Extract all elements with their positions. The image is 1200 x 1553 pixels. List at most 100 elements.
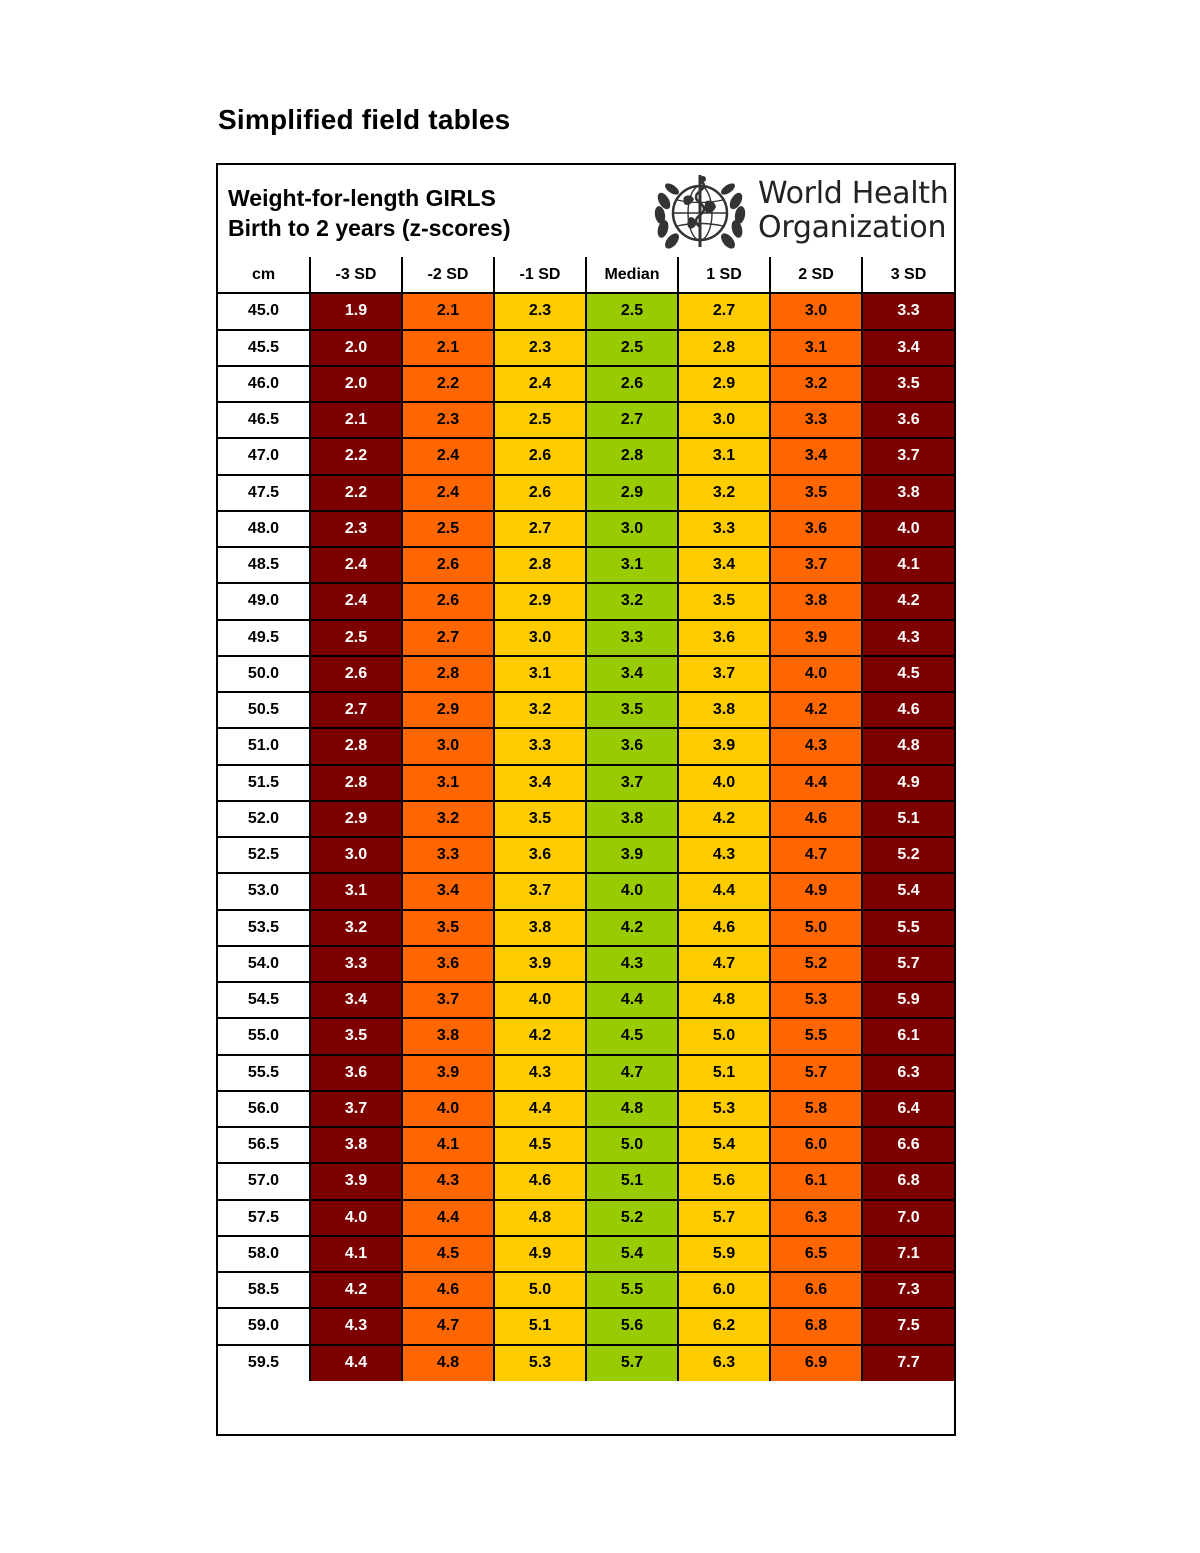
cell-length-cm: 54.0 xyxy=(218,944,311,984)
page-title: Simplified field tables xyxy=(218,104,511,135)
cell-length-cm: 48.0 xyxy=(218,509,311,549)
table-row: 55.5 3.6 3.9 4.3 4.7 5.1 5.7 6.3 xyxy=(218,1053,954,1092)
cell-minus-2sd: 4.5 xyxy=(401,1234,495,1274)
cell-plus-2sd: 3.1 xyxy=(769,328,863,367)
cell-plus-1sd: 5.6 xyxy=(677,1162,771,1201)
cell-plus-2sd: 4.0 xyxy=(769,654,863,694)
cell-plus-2sd: 4.6 xyxy=(769,799,863,839)
cell-minus-3sd: 3.6 xyxy=(309,1053,403,1092)
cell-plus-3sd: 5.7 xyxy=(861,944,954,984)
cell-median: 3.4 xyxy=(585,654,679,694)
cell-median: 5.1 xyxy=(585,1162,679,1201)
column-header-2sd: 2 SD xyxy=(769,257,863,295)
cell-minus-3sd: 2.6 xyxy=(309,654,403,694)
table-header: Weight-for-length GIRLS Birth to 2 years… xyxy=(218,165,954,259)
cell-median: 5.4 xyxy=(585,1234,679,1274)
column-header-cm: cm xyxy=(218,257,311,295)
cell-plus-1sd: 4.0 xyxy=(677,763,771,802)
cell-median: 3.8 xyxy=(585,799,679,839)
cell-minus-1sd: 4.3 xyxy=(493,1053,587,1092)
cell-median: 5.5 xyxy=(585,1270,679,1310)
cell-plus-1sd: 2.7 xyxy=(677,292,771,331)
cell-minus-2sd: 4.4 xyxy=(401,1198,495,1237)
cell-minus-1sd: 5.0 xyxy=(493,1270,587,1310)
table-row: 45.5 2.0 2.1 2.3 2.5 2.8 3.1 3.4 xyxy=(218,328,954,367)
table-row: 49.0 2.4 2.6 2.9 3.2 3.5 3.8 4.2 xyxy=(218,582,954,621)
cell-plus-2sd: 6.6 xyxy=(769,1270,863,1310)
cell-minus-2sd: 2.5 xyxy=(401,509,495,549)
cell-minus-3sd: 2.5 xyxy=(309,618,403,657)
cell-plus-1sd: 6.2 xyxy=(677,1307,771,1346)
column-header-median: Median xyxy=(585,257,679,295)
cell-minus-2sd: 2.1 xyxy=(401,328,495,367)
cell-minus-1sd: 5.1 xyxy=(493,1307,587,1346)
cell-plus-2sd: 4.3 xyxy=(769,727,863,766)
cell-minus-3sd: 2.0 xyxy=(309,364,403,404)
cell-plus-1sd: 4.3 xyxy=(677,835,771,875)
column-header-3sd: 3 SD xyxy=(861,257,954,295)
cell-plus-2sd: 3.4 xyxy=(769,437,863,476)
cell-length-cm: 55.0 xyxy=(218,1017,311,1056)
cell-plus-2sd: 4.2 xyxy=(769,690,863,730)
cell-plus-1sd: 4.4 xyxy=(677,872,771,911)
cell-median: 3.0 xyxy=(585,509,679,549)
cell-length-cm: 58.0 xyxy=(218,1234,311,1274)
table-row: 56.5 3.8 4.1 4.5 5.0 5.4 6.0 6.6 xyxy=(218,1125,954,1165)
cell-minus-3sd: 2.2 xyxy=(309,473,403,512)
cell-minus-2sd: 3.4 xyxy=(401,872,495,911)
cell-plus-1sd: 5.3 xyxy=(677,1089,771,1129)
cell-minus-1sd: 2.9 xyxy=(493,582,587,621)
table-row: 59.0 4.3 4.7 5.1 5.6 6.2 6.8 7.5 xyxy=(218,1307,954,1346)
table-subtitle: Birth to 2 years (z-scores) xyxy=(228,215,511,241)
cell-length-cm: 53.5 xyxy=(218,908,311,947)
cell-plus-1sd: 4.2 xyxy=(677,799,771,839)
cell-plus-2sd: 5.7 xyxy=(769,1053,863,1092)
cell-minus-3sd: 4.0 xyxy=(309,1198,403,1237)
cell-median: 4.0 xyxy=(585,872,679,911)
cell-length-cm: 59.5 xyxy=(218,1343,311,1381)
cell-minus-3sd: 3.7 xyxy=(309,1089,403,1129)
cell-plus-1sd: 3.2 xyxy=(677,473,771,512)
cell-minus-3sd: 3.1 xyxy=(309,872,403,911)
cell-median: 2.7 xyxy=(585,400,679,440)
cell-minus-1sd: 4.6 xyxy=(493,1162,587,1201)
weight-for-length-table: cm -3 SD -2 SD -1 SD Median 1 SD 2 SD 3 … xyxy=(218,257,954,1381)
cell-minus-2sd: 4.8 xyxy=(401,1343,495,1381)
cell-length-cm: 52.5 xyxy=(218,835,311,875)
table-row: 52.5 3.0 3.3 3.6 3.9 4.3 4.7 5.2 xyxy=(218,835,954,875)
cell-minus-3sd: 4.2 xyxy=(309,1270,403,1310)
cell-median: 5.7 xyxy=(585,1343,679,1381)
cell-median: 2.9 xyxy=(585,473,679,512)
cell-minus-1sd: 5.3 xyxy=(493,1343,587,1381)
cell-minus-2sd: 3.8 xyxy=(401,1017,495,1056)
cell-median: 5.2 xyxy=(585,1198,679,1237)
cell-plus-2sd: 6.5 xyxy=(769,1234,863,1274)
cell-median: 5.0 xyxy=(585,1125,679,1165)
cell-plus-1sd: 3.1 xyxy=(677,437,771,476)
table-frame: Weight-for-length GIRLS Birth to 2 years… xyxy=(216,163,956,1436)
cell-minus-3sd: 3.2 xyxy=(309,908,403,947)
cell-length-cm: 52.0 xyxy=(218,799,311,839)
cell-plus-3sd: 4.9 xyxy=(861,763,954,802)
cell-median: 3.7 xyxy=(585,763,679,802)
cell-minus-2sd: 3.2 xyxy=(401,799,495,839)
cell-plus-1sd: 3.5 xyxy=(677,582,771,621)
cell-length-cm: 49.0 xyxy=(218,582,311,621)
cell-median: 3.5 xyxy=(585,690,679,730)
cell-minus-2sd: 4.0 xyxy=(401,1089,495,1129)
cell-median: 2.8 xyxy=(585,437,679,476)
cell-minus-1sd: 2.4 xyxy=(493,364,587,404)
cell-minus-1sd: 2.6 xyxy=(493,473,587,512)
cell-median: 4.4 xyxy=(585,980,679,1020)
cell-plus-3sd: 4.6 xyxy=(861,690,954,730)
table-row: 49.5 2.5 2.7 3.0 3.3 3.6 3.9 4.3 xyxy=(218,618,954,657)
cell-plus-2sd: 3.0 xyxy=(769,292,863,331)
cell-length-cm: 47.5 xyxy=(218,473,311,512)
cell-minus-1sd: 4.2 xyxy=(493,1017,587,1056)
cell-plus-3sd: 3.4 xyxy=(861,328,954,367)
cell-minus-3sd: 2.4 xyxy=(309,545,403,585)
cell-minus-2sd: 2.6 xyxy=(401,582,495,621)
table-row: 51.5 2.8 3.1 3.4 3.7 4.0 4.4 4.9 xyxy=(218,763,954,802)
cell-minus-2sd: 2.6 xyxy=(401,545,495,585)
table-row: 48.0 2.3 2.5 2.7 3.0 3.3 3.6 4.0 xyxy=(218,509,954,549)
